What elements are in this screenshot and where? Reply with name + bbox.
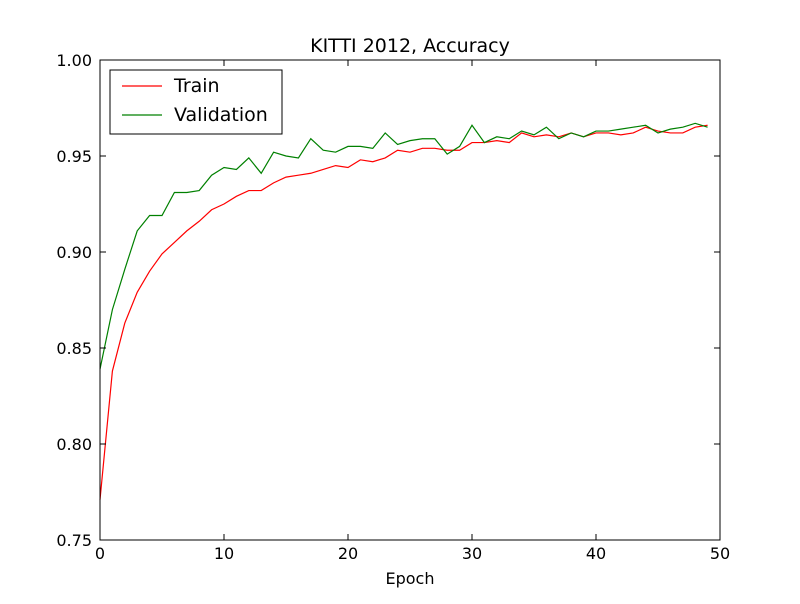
x-axis-title: Epoch [386, 569, 435, 588]
series-line-train [99, 124, 708, 500]
y-tick-label: 0.85 [56, 339, 92, 358]
series-lines [99, 122, 708, 500]
y-tick-label: 0.80 [56, 435, 92, 454]
y-tick-label: 0.90 [56, 243, 92, 262]
x-tick-label: 20 [338, 544, 358, 563]
x-tick-label: 0 [95, 544, 105, 563]
legend-label-validation: Validation [174, 104, 268, 126]
chart-title: KITTI 2012, Accuracy [310, 35, 510, 57]
legend-box [109, 69, 283, 135]
y-tick-label: 0.75 [56, 531, 92, 550]
plot-frame [99, 59, 721, 541]
series-line-validation [99, 122, 708, 370]
y-tick-label: 0.95 [56, 147, 92, 166]
x-tick-label: 40 [586, 544, 606, 563]
legend-label-train: Train [173, 75, 220, 97]
legend: Train Validation [109, 69, 283, 135]
x-tick-label: 50 [710, 544, 730, 563]
x-tick-label: 10 [214, 544, 234, 563]
axis-ticks: 0 10 20 30 40 50 0.75 0.80 0.85 0.90 0.95 1.00 [56, 51, 730, 563]
x-tick-label: 30 [462, 544, 482, 563]
y-tick-label: 1.00 [56, 51, 92, 70]
